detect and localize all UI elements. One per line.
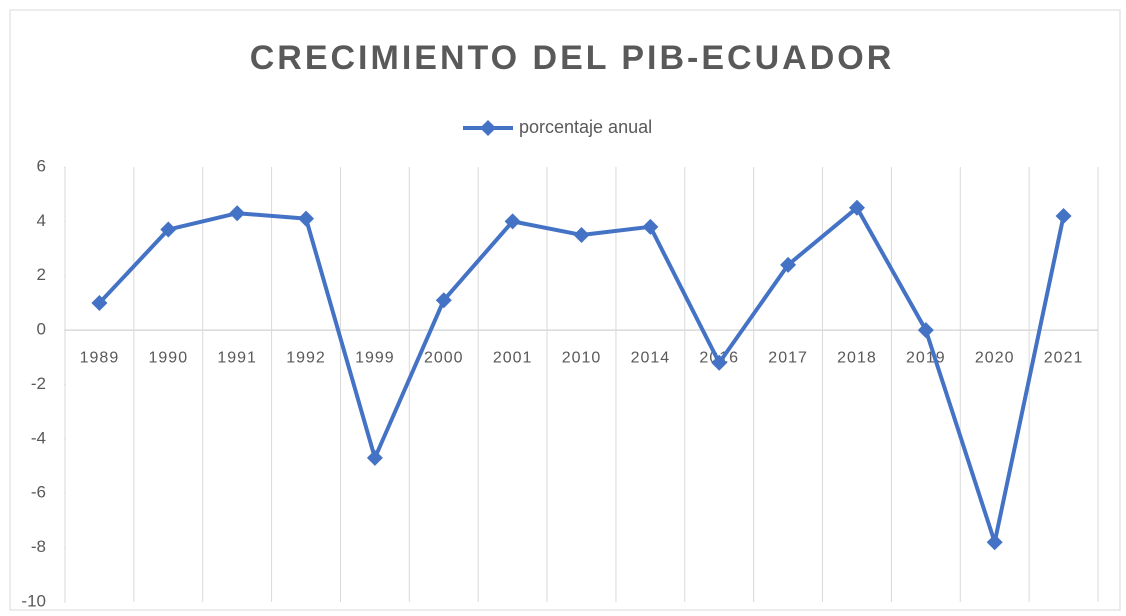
y-tick-label: -6	[31, 483, 46, 502]
point-marker	[986, 534, 1003, 551]
point-marker	[435, 292, 452, 309]
y-tick-label: -10	[21, 591, 46, 610]
x-tick-label: 2014	[631, 349, 671, 366]
x-tick-label: 1991	[217, 349, 257, 366]
x-tick-label: 2010	[562, 349, 602, 366]
x-tick-label: 2018	[837, 349, 877, 366]
legend-label: porcentaje anual	[519, 117, 652, 137]
x-tick-label: 2017	[768, 349, 808, 366]
y-tick-label: 6	[37, 156, 46, 175]
point-marker	[711, 354, 728, 371]
point-marker	[573, 226, 590, 243]
y-tick-label: -2	[31, 374, 46, 393]
y-tick-label: -8	[31, 537, 46, 556]
point-marker	[91, 294, 108, 311]
legend-marker	[480, 120, 496, 136]
point-marker	[298, 210, 315, 227]
point-marker	[1055, 207, 1072, 224]
point-marker	[160, 221, 177, 238]
point-marker	[229, 205, 246, 222]
point-marker	[917, 322, 934, 339]
x-tick-label: 1990	[149, 349, 189, 366]
y-tick-label: -4	[31, 428, 46, 447]
point-marker	[642, 218, 659, 235]
y-tick-label: 2	[37, 265, 46, 284]
x-tick-label: 2001	[493, 349, 533, 366]
y-tick-label: 0	[37, 320, 46, 339]
chart-frame	[9, 9, 1121, 611]
chart-title: CRECIMIENTO DEL PIB-ECUADOR	[250, 39, 895, 77]
x-tick-label: 1989	[80, 349, 120, 366]
x-tick-label: 2020	[975, 349, 1015, 366]
y-tick-label: 4	[37, 211, 46, 230]
x-tick-label: 1999	[355, 349, 395, 366]
point-marker	[848, 199, 865, 216]
x-tick-label: 2021	[1044, 349, 1084, 366]
point-marker	[366, 449, 383, 466]
point-marker	[780, 256, 797, 273]
x-tick-label: 2019	[906, 349, 946, 366]
x-tick-label: 2000	[424, 349, 464, 366]
point-marker	[504, 213, 521, 230]
x-tick-label: 1992	[286, 349, 326, 366]
